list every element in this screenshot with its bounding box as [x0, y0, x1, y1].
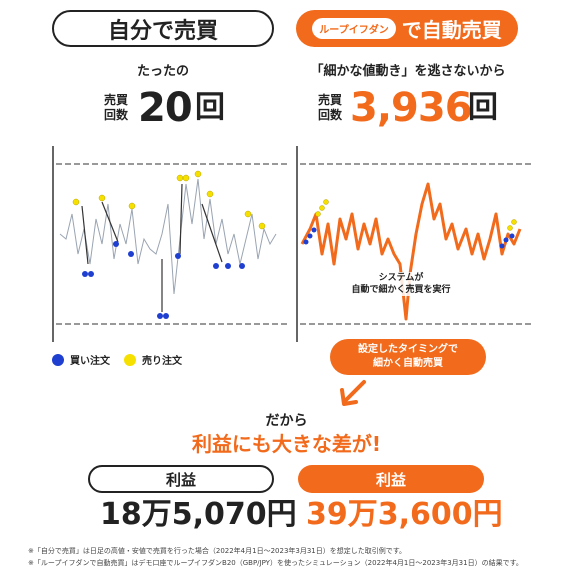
sell-marker [323, 199, 329, 205]
auto-chart-price-line [300, 182, 522, 321]
right-profit-amount: 39万3,600円 [306, 497, 503, 532]
left-count-label-1: 売買 [104, 93, 129, 107]
buy-marker [307, 233, 313, 239]
manual-chart-sell-markers [72, 170, 266, 230]
left-profit-amount: 18万5,070円 [100, 497, 297, 532]
sell-marker [206, 190, 214, 198]
left-count-label-2: 回数 [104, 108, 129, 122]
sell-marker [176, 174, 184, 182]
left-profit-label: 利益 [88, 465, 274, 493]
buy-marker [163, 313, 169, 319]
auto-chart-annotation-line2: 自動で細かく売買を実行 [351, 285, 451, 295]
sell-marker [244, 210, 252, 218]
right-count-label-2: 回数 [318, 108, 343, 122]
buy-marker [499, 243, 505, 249]
callout-bubble: 設定したタイミングで 細かく自動売買 [330, 339, 486, 375]
manual-chart-price-line [59, 178, 277, 295]
buy-dot-icon [52, 353, 64, 366]
buy-marker [503, 237, 509, 243]
legend-buy: 買い注文 [52, 352, 110, 367]
auto-chart-annotation: システムが 自動で細かく売買を実行 [326, 272, 476, 296]
auto-trading-title: ループイフダン で自動売買 [296, 10, 518, 47]
buy-marker [213, 263, 219, 269]
right-count-unit: 回 [468, 90, 498, 125]
sell-marker [98, 194, 106, 202]
right-count-number: 3,936 [350, 85, 473, 131]
left-subtitle: たったの [136, 64, 189, 79]
auto-chart-buy-markers [303, 227, 515, 249]
manual-trading-chart [52, 144, 292, 344]
manual-chart-trade-arrow [81, 205, 89, 265]
sell-marker [258, 222, 266, 230]
sell-marker [72, 198, 80, 206]
left-count-number: 20 [138, 85, 193, 131]
buy-marker [225, 263, 231, 269]
buy-marker [82, 271, 88, 277]
left-count-label: 売買 回数 [104, 93, 128, 123]
right-count-label: 売買 回数 [318, 93, 342, 123]
right-profit-label: 利益 [298, 465, 484, 493]
buy-marker [157, 313, 163, 319]
manual-chart-trade-arrow [101, 201, 119, 243]
sell-dot-icon [124, 353, 136, 366]
sell-marker [511, 219, 517, 225]
conclusion-line1: だから [265, 413, 308, 429]
manual-chart-svg [52, 146, 290, 342]
sell-marker [182, 174, 190, 182]
legend-sell: 売り注文 [124, 352, 182, 367]
left-count-unit: 回 [195, 90, 225, 125]
sell-marker [194, 170, 202, 178]
sell-marker [315, 211, 321, 217]
footnote-1: ※「自分で売買」は日足の高値・安値で売買を行った場合（2022年4月1日〜202… [28, 547, 407, 555]
right-subtitle: 「細かな値動き」を逃さないから [310, 64, 506, 79]
conclusion-line2: 利益にも大きな差が! [191, 432, 382, 456]
auto-trading-chart: システムが 自動で細かく売買を実行 [296, 144, 536, 344]
auto-trading-title-text: で自動売買 [401, 18, 502, 42]
sell-marker [128, 202, 136, 210]
callout-line2: 細かく自動売買 [373, 358, 443, 369]
callout-line1: 設定したタイミングで [358, 344, 458, 355]
buy-marker [113, 241, 119, 247]
sell-marker [319, 205, 325, 211]
auto-chart-sell-markers [315, 199, 517, 231]
loop-ifdone-badge: ループイフダン [312, 18, 396, 39]
auto-chart-annotation-line1: システムが [378, 273, 424, 283]
auto-chart-svg [296, 146, 534, 342]
buy-marker [311, 227, 317, 233]
legend-sell-label: 売り注文 [142, 356, 182, 367]
buy-marker [509, 233, 515, 239]
buy-marker [239, 263, 245, 269]
buy-marker [303, 239, 309, 245]
callout-arrow-icon [340, 380, 366, 406]
right-count-label-1: 売買 [318, 93, 343, 107]
footnote-2: ※「ループイフダンで自動売買」はデモ口座でループイフダンB20（GBP/JPY）… [28, 559, 523, 567]
buy-marker [128, 251, 134, 257]
buy-marker [175, 253, 181, 259]
manual-trading-title-text: 自分で売買 [107, 18, 218, 44]
buy-marker [88, 271, 94, 277]
manual-chart-trade-arrow [179, 183, 183, 255]
manual-chart-trade-arrow [201, 203, 223, 263]
manual-chart-buy-markers [82, 241, 245, 319]
sell-marker [507, 225, 513, 231]
legend-buy-label: 買い注文 [70, 356, 110, 367]
manual-trading-title: 自分で売買 [52, 10, 274, 47]
